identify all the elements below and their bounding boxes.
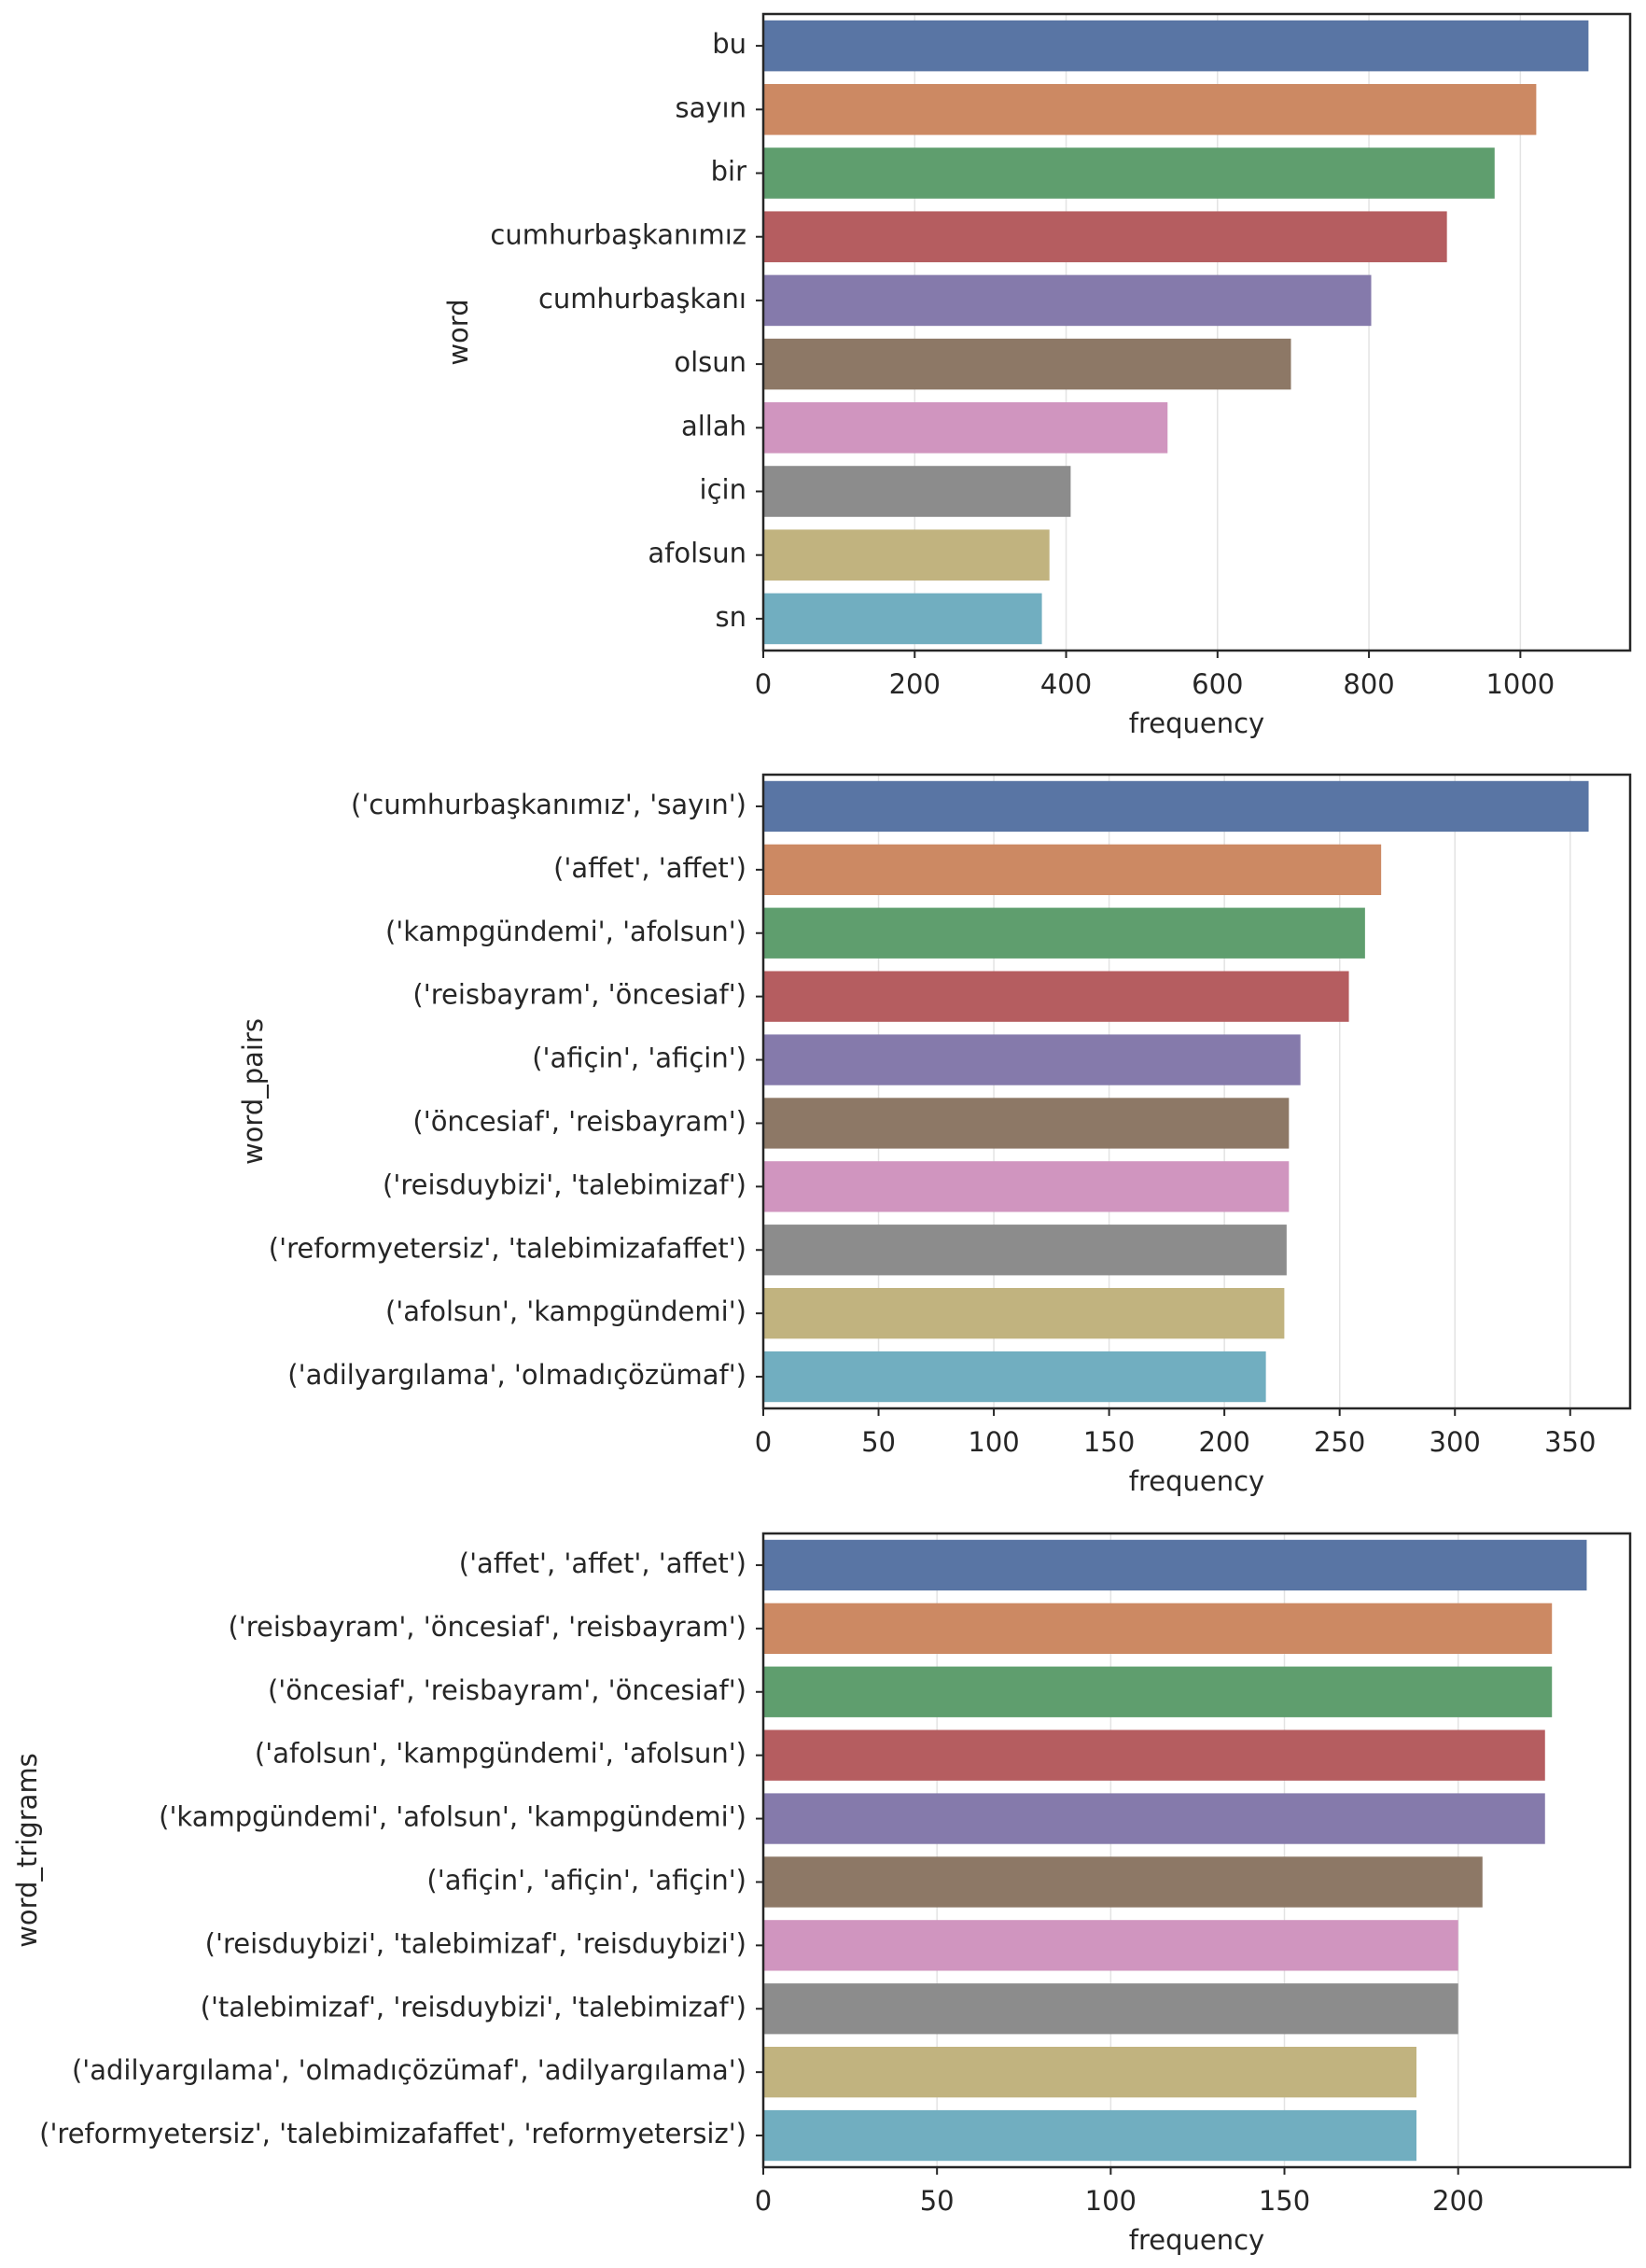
y-tick-label: olsun [674, 346, 746, 378]
y-tick-label: ('affet', 'affet', 'affet') [459, 1547, 746, 1579]
y-tick-label: ('adilyargılama', 'olmadıçözümaf', 'adil… [72, 2054, 746, 2086]
y-tick-label: cumhurbaşkanımız [490, 219, 746, 251]
bar [763, 1983, 1458, 2035]
bar [763, 1920, 1458, 1971]
y-tick-label: ('reisduybizi', 'talebimizaf', 'reisduyb… [205, 1927, 746, 1959]
bar [763, 593, 1042, 645]
y-tick-label: ('afiçin', 'afiçin') [532, 1043, 746, 1074]
x-axis-label: frequency [1129, 1465, 1264, 1497]
y-tick-label: ('reformyetersiz', 'talebimizafaffet') [269, 1232, 746, 1264]
y-tick-label: için [700, 474, 746, 506]
y-tick-label: ('kampgündemi', 'afolsun', 'kampgündemi'… [159, 1801, 746, 1833]
x-tick-label: 350 [1544, 1426, 1596, 1458]
bar [763, 211, 1447, 262]
y-tick-label: ('reisbayram', 'öncesiaf') [412, 979, 746, 1011]
x-tick-label: 1000 [1486, 668, 1555, 700]
x-tick-label: 0 [755, 668, 772, 700]
x-tick-label: 400 [1040, 668, 1092, 700]
bar [763, 1287, 1285, 1339]
x-axis-label: frequency [1129, 2224, 1264, 2256]
bar [763, 147, 1495, 199]
bar [763, 2109, 1417, 2162]
axes-frame [761, 773, 1632, 1410]
subplot: 0 50 100 150 200 ('affet', 'affet', 'affet') (… [11, 1532, 1632, 2256]
bar [763, 1098, 1290, 1149]
bar [763, 1161, 1290, 1212]
y-tick-label: ('afolsun', 'kampgündemi', 'afolsun') [255, 1738, 746, 1770]
x-tick-label: 50 [861, 1426, 896, 1458]
bar [763, 1225, 1287, 1276]
y-axis-label: word_pairs [237, 1018, 269, 1165]
x-tick-label: 0 [755, 1426, 772, 1458]
y-tick-label: bu [712, 28, 746, 60]
bar [763, 274, 1372, 327]
subplot: 0 50 100 150 200 250 300 350 ('cumhurbaşkanımız'… [237, 773, 1632, 1497]
x-tick-label: 100 [1085, 2185, 1137, 2217]
x-tick-label: 50 [920, 2185, 955, 2217]
bar [763, 780, 1589, 833]
x-tick-label: 800 [1343, 668, 1394, 700]
y-tick-label: allah [681, 410, 746, 441]
y-tick-label: ('talebimizaf', 'reisduybizi', 'talebimi… [201, 1991, 746, 2023]
bar [763, 1856, 1483, 1908]
x-tick-label: 100 [968, 1426, 1019, 1458]
x-tick-label: 200 [889, 668, 941, 700]
bar [763, 1666, 1553, 1717]
x-tick-label: 250 [1314, 1426, 1365, 1458]
bar [763, 402, 1168, 454]
y-tick-label: bir [711, 156, 746, 188]
y-tick-label: ('afiçin', 'afiçin', 'afiçin') [426, 1864, 746, 1896]
y-tick-label: ('adilyargılama', 'olmadıçözümaf') [287, 1359, 746, 1391]
y-tick-label: sayın [676, 91, 746, 123]
y-tick-label: ('kampgündemi', 'afolsun') [385, 916, 746, 947]
bar [763, 844, 1382, 896]
y-tick-label: ('öncesiaf', 'reisbayram', 'öncesiaf') [268, 1674, 746, 1706]
bar [763, 1034, 1301, 1085]
x-tick-label: 200 [1432, 2185, 1484, 2217]
bar [763, 84, 1537, 135]
bar [763, 1603, 1553, 1655]
subplot: 0 200 400 600 800 1000 bu sayın bir cumhurbaşkanı… [442, 12, 1632, 739]
x-tick-label: 150 [1259, 2185, 1310, 2217]
y-tick-label: ('afolsun', 'kampgündemi') [385, 1295, 746, 1327]
x-tick-label: 0 [755, 2185, 772, 2217]
y-tick-label: ('reisduybizi', 'talebimizaf') [383, 1169, 746, 1200]
y-tick-label: ('affet', 'affet') [553, 852, 746, 884]
y-axis-label: word [442, 299, 474, 365]
bar [763, 529, 1050, 581]
bar [763, 1539, 1587, 1591]
y-tick-label: ('cumhurbaşkanımız', 'sayın') [351, 789, 746, 820]
bar [763, 338, 1291, 390]
x-axis-label: frequency [1129, 707, 1264, 739]
bar [763, 2046, 1417, 2098]
bar [763, 20, 1589, 72]
x-tick-label: 200 [1198, 1426, 1249, 1458]
y-tick-label: ('reformyetersiz', 'talebimizafaffet', '… [39, 2118, 746, 2149]
bar [763, 466, 1071, 517]
bar [763, 907, 1365, 959]
axes-frame [761, 1532, 1632, 2169]
y-tick-label: cumhurbaşkanı [538, 283, 746, 315]
y-tick-label: ('reisbayram', 'öncesiaf', 'reisbayram') [228, 1611, 746, 1643]
x-tick-label: 300 [1430, 1426, 1481, 1458]
bar [763, 971, 1349, 1022]
y-tick-label: ('öncesiaf', 'reisbayram') [412, 1105, 746, 1137]
bar [763, 1729, 1545, 1781]
bar [763, 1793, 1545, 1844]
bar [763, 1351, 1266, 1403]
y-axis-label: word_trigrams [11, 1753, 43, 1948]
y-tick-label: afolsun [648, 538, 746, 569]
axes-frame [761, 12, 1632, 652]
y-tick-label: sn [716, 601, 747, 633]
x-tick-label: 150 [1083, 1426, 1135, 1458]
x-tick-label: 600 [1192, 668, 1243, 700]
